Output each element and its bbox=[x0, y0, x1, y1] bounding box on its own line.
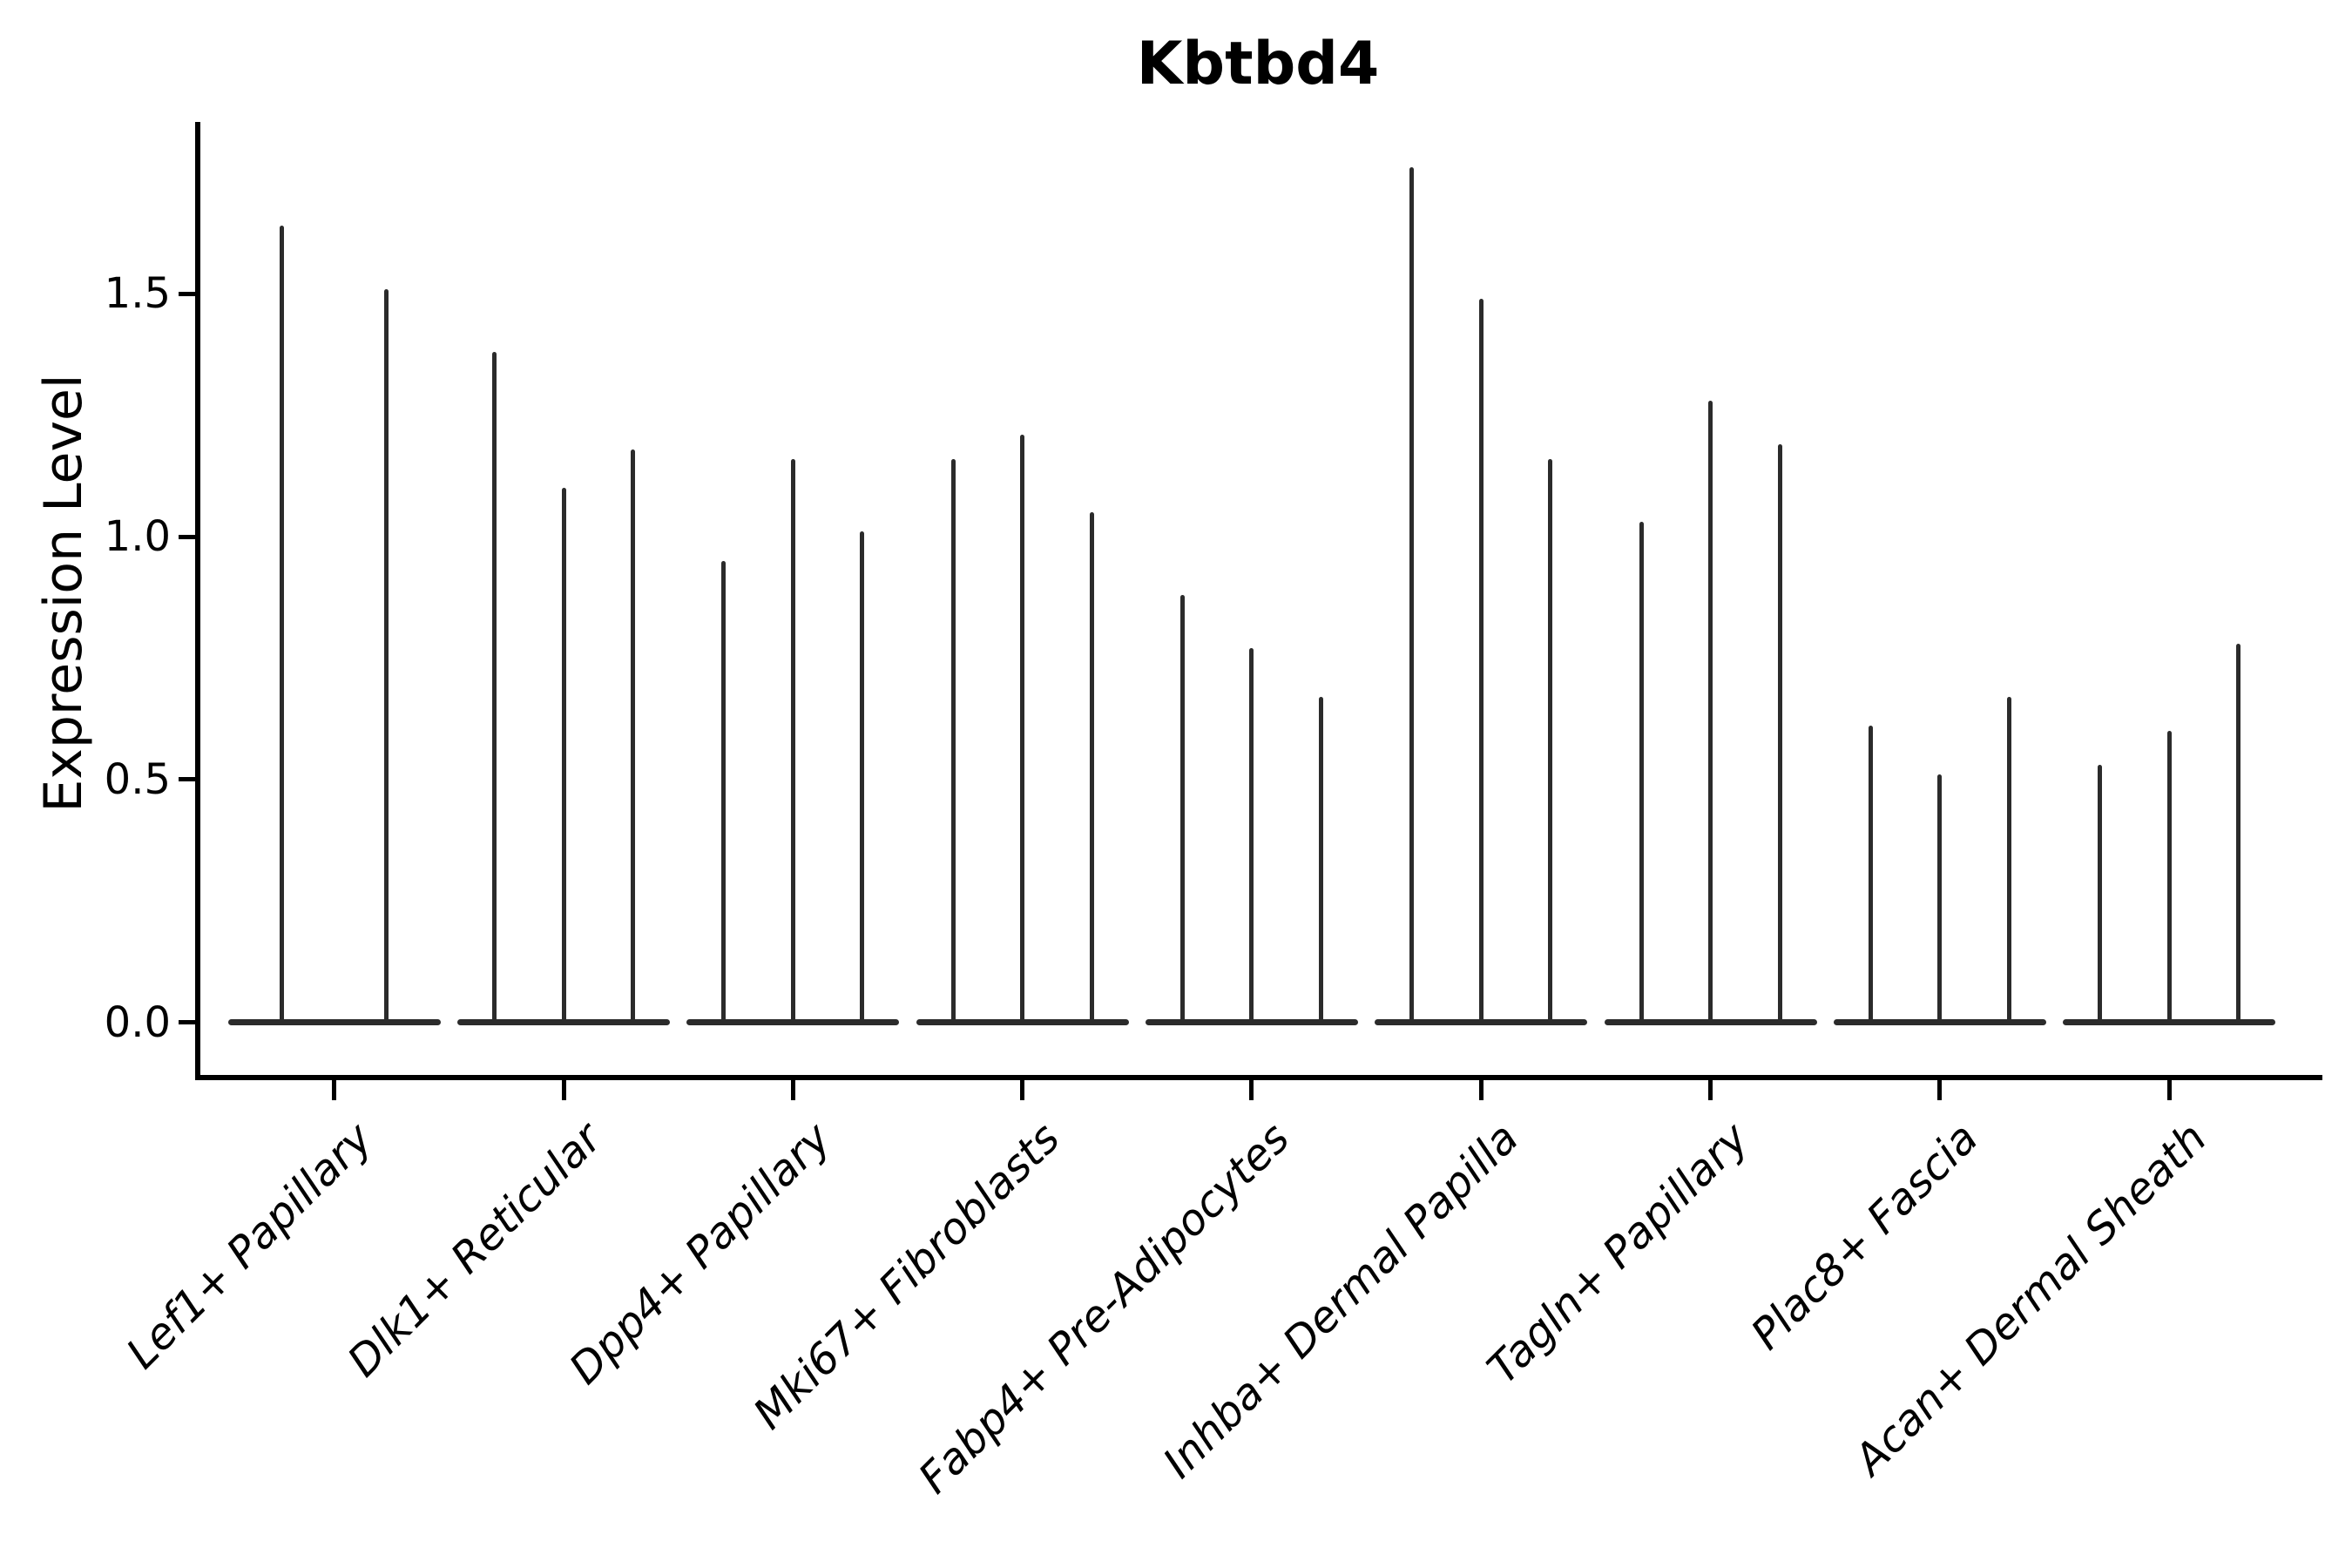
y-axis-tick bbox=[179, 534, 195, 539]
violin-spike bbox=[1548, 458, 1553, 1025]
violin-spike bbox=[1318, 696, 1323, 1025]
x-axis-tick bbox=[790, 1080, 795, 1100]
violin-spike bbox=[1179, 594, 1185, 1025]
violin-spike bbox=[2166, 731, 2172, 1025]
violin-spike bbox=[1708, 400, 1713, 1025]
violin-base-bar bbox=[227, 1019, 441, 1025]
x-axis-tick bbox=[1478, 1080, 1484, 1100]
x-axis-tick bbox=[1249, 1080, 1254, 1100]
y-axis-tick bbox=[179, 291, 195, 296]
violin-spike bbox=[950, 458, 956, 1025]
plot-title: Kbtbd4 bbox=[1136, 30, 1380, 98]
x-axis-tick bbox=[1937, 1080, 1943, 1100]
y-axis-tick-label: 0.0 bbox=[104, 997, 171, 1047]
violin-spike bbox=[492, 352, 497, 1025]
y-axis-tick bbox=[179, 1020, 195, 1024]
x-axis-tick-label: Plac8+ Fascia bbox=[1740, 1113, 1988, 1360]
violin-spike bbox=[790, 458, 795, 1025]
x-axis-tick bbox=[332, 1080, 337, 1100]
violin-spike bbox=[1937, 774, 1943, 1025]
x-axis-tick-label: Dlk1+ Reticular bbox=[337, 1113, 612, 1387]
y-axis-tick-label: 0.5 bbox=[104, 754, 171, 804]
y-axis-spine bbox=[195, 122, 200, 1080]
y-axis-tick-label: 1.5 bbox=[104, 269, 171, 319]
violin-spike bbox=[2236, 643, 2241, 1025]
violin-spike bbox=[631, 449, 635, 1025]
x-axis-spine bbox=[195, 1075, 2322, 1080]
violin-spike bbox=[860, 531, 865, 1025]
violin-spike bbox=[1020, 434, 1025, 1025]
violin-spike bbox=[561, 488, 566, 1025]
y-axis-label: Expression Level bbox=[33, 374, 94, 813]
violin-spike bbox=[384, 288, 389, 1025]
violin-spike bbox=[2006, 696, 2011, 1025]
y-axis-tick-label: 1.0 bbox=[104, 512, 171, 561]
violin-spike bbox=[1478, 298, 1484, 1025]
y-axis-tick bbox=[179, 777, 195, 782]
violin-spike bbox=[280, 226, 285, 1025]
violin-spike bbox=[1409, 167, 1415, 1025]
x-axis-tick bbox=[1020, 1080, 1025, 1100]
violin-spike bbox=[1089, 512, 1094, 1025]
violin-spike bbox=[1249, 648, 1254, 1025]
x-axis-tick bbox=[2166, 1080, 2172, 1100]
x-axis-tick bbox=[561, 1080, 566, 1100]
x-axis-tick-label: Fabp4+ Pre-Adipocytes bbox=[909, 1113, 1300, 1504]
violin-spike bbox=[721, 560, 727, 1025]
violin-spike bbox=[1639, 522, 1644, 1025]
violin-spike bbox=[2098, 765, 2103, 1025]
violin-spike bbox=[1868, 726, 1873, 1025]
x-axis-tick-label: Lef1+ Papillary bbox=[116, 1113, 382, 1379]
violin-spike bbox=[1777, 444, 1782, 1025]
x-axis-tick bbox=[1708, 1080, 1713, 1100]
